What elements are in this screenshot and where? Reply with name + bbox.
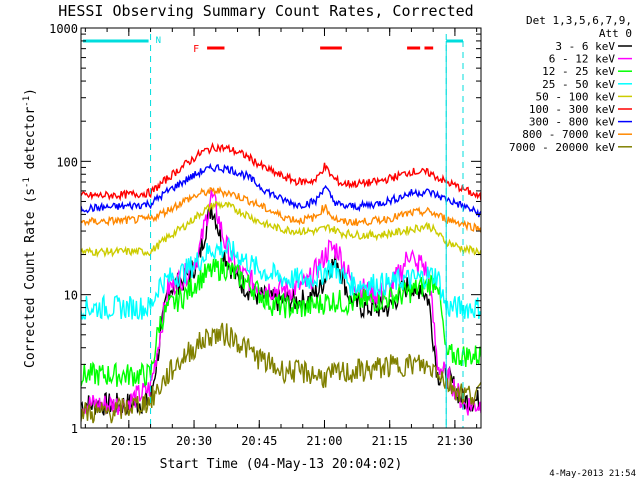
series-line-25-50-kev (81, 236, 481, 321)
legend-header-detectors: Det 1,3,5,6,7,9, (526, 14, 632, 27)
legend-label: 50 - 100 keV (536, 90, 616, 103)
y-tick-label: 1 (71, 422, 78, 436)
legend-label: 3 - 6 keV (555, 40, 615, 53)
chart-title: HESSI Observing Summary Count Rates, Cor… (58, 2, 473, 20)
y-axis-label: Corrected Count Rate (s-1 detector-1) (22, 88, 38, 368)
x-tick-label: 20:15 (111, 434, 147, 448)
series-line-100-300-kev (81, 141, 481, 202)
x-axis-label: Start Time (04-May-13 20:04:02) (160, 457, 403, 472)
x-tick-label: 21:15 (372, 434, 408, 448)
y-axis: 1 10 100 1000 (49, 22, 481, 436)
y-tick-label: 1000 (49, 22, 78, 36)
series-line-7000-20000-kev (81, 322, 481, 424)
night-label: N (156, 36, 161, 46)
legend-label: 100 - 300 keV (529, 103, 615, 116)
y-tick-label: 10 (64, 289, 78, 303)
legend-label: 25 - 50 keV (542, 78, 615, 91)
legend-label: 800 - 7000 keV (522, 128, 615, 141)
y-tick-label: 100 (56, 155, 78, 169)
legend-header-attenuator: Att 0 (599, 27, 632, 40)
series-layer (81, 141, 481, 424)
footer-date: 4-May-2013 21:54 (549, 469, 636, 479)
series-line-800-7000-kev (81, 186, 481, 233)
legend-label: 7000 - 20000 keV (509, 141, 615, 154)
series-line-50-100-kev (81, 200, 481, 259)
x-tick-label: 21:30 (437, 434, 473, 448)
x-axis: 20:15 20:30 20:45 21:00 21:15 21:30 (84, 28, 478, 448)
legend-label: 300 - 800 keV (529, 116, 615, 129)
legend-label: 12 - 25 keV (542, 65, 615, 78)
legend-label: 6 - 12 keV (549, 53, 616, 66)
flare-label: F (193, 44, 199, 55)
x-tick-label: 21:00 (306, 434, 342, 448)
series-line-300-800-kev (81, 162, 481, 218)
x-tick-label: 20:30 (176, 434, 212, 448)
x-tick-label: 20:45 (241, 434, 277, 448)
series-line-12-25-kev (81, 257, 481, 387)
observing-markers: NF (83, 34, 464, 428)
